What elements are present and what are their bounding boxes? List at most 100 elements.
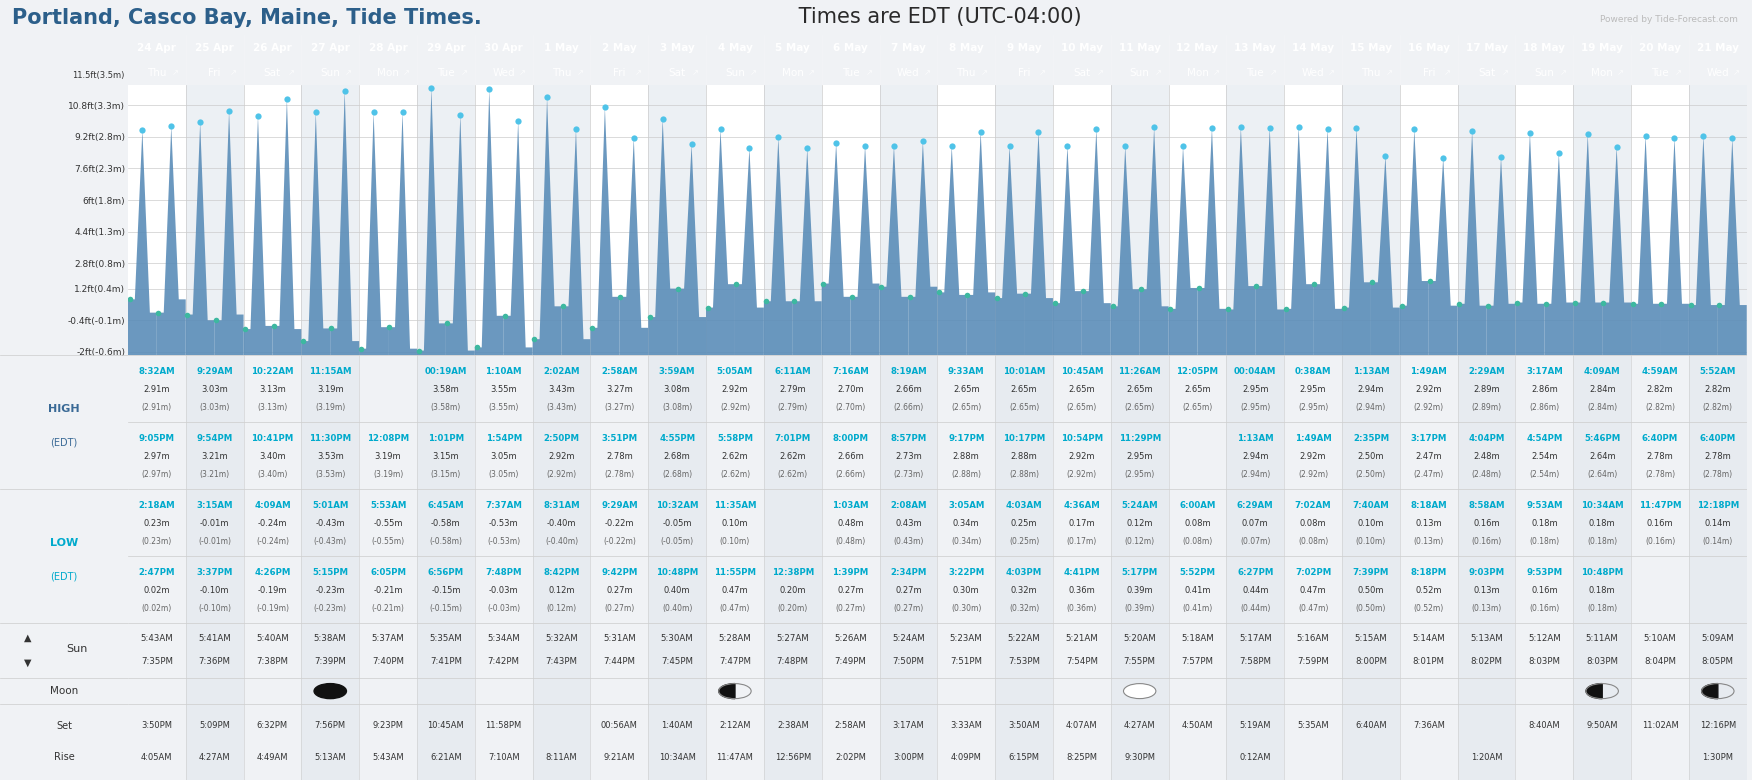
Text: 0.08m: 0.08m xyxy=(1300,519,1326,528)
Text: 6:27PM: 6:27PM xyxy=(1237,568,1274,577)
Text: Thu: Thu xyxy=(147,68,166,77)
Text: 14 May: 14 May xyxy=(1291,43,1335,53)
Text: (3.58m): (3.58m) xyxy=(431,402,461,412)
Text: ↗: ↗ xyxy=(750,68,757,77)
Text: 1:01PM: 1:01PM xyxy=(427,434,464,443)
Text: 29 Apr: 29 Apr xyxy=(426,43,466,53)
Bar xyxy=(533,85,590,355)
Text: 8:11AM: 8:11AM xyxy=(545,753,578,762)
Text: (3.40m): (3.40m) xyxy=(258,470,287,479)
Text: 2.95m: 2.95m xyxy=(1242,385,1268,395)
Circle shape xyxy=(1123,683,1156,699)
Text: 1:03AM: 1:03AM xyxy=(832,502,869,510)
Polygon shape xyxy=(1631,136,1659,355)
Text: 6:11AM: 6:11AM xyxy=(774,367,811,376)
Bar xyxy=(648,85,706,355)
Text: 9:17PM: 9:17PM xyxy=(948,434,985,443)
Bar xyxy=(533,623,590,678)
Text: 2:58AM: 2:58AM xyxy=(601,367,638,376)
Text: 0.08m: 0.08m xyxy=(1184,519,1211,528)
Text: (0.16m): (0.16m) xyxy=(1645,537,1675,546)
Polygon shape xyxy=(1515,133,1545,355)
Bar xyxy=(417,422,475,489)
Text: 3:17AM: 3:17AM xyxy=(892,722,925,730)
Text: 1 May: 1 May xyxy=(545,43,578,53)
Text: 3.03m: 3.03m xyxy=(201,385,228,395)
Text: (2.89m): (2.89m) xyxy=(1472,402,1501,412)
Text: Thu: Thu xyxy=(957,68,976,77)
Text: 5:20AM: 5:20AM xyxy=(1123,634,1156,643)
Text: (0.41m): (0.41m) xyxy=(1183,604,1212,612)
Text: Sun: Sun xyxy=(725,68,745,77)
Text: 8:05PM: 8:05PM xyxy=(1701,657,1734,666)
Text: (2.62m): (2.62m) xyxy=(720,470,750,479)
Text: 18 May: 18 May xyxy=(1524,43,1565,53)
Text: ↗: ↗ xyxy=(1328,68,1335,77)
Text: 8:03PM: 8:03PM xyxy=(1528,657,1561,666)
Text: 6:56PM: 6:56PM xyxy=(427,568,464,577)
Text: (2.64m): (2.64m) xyxy=(1587,470,1617,479)
Text: 11:55PM: 11:55PM xyxy=(715,568,755,577)
Text: 1:39PM: 1:39PM xyxy=(832,568,869,577)
Bar xyxy=(533,556,590,623)
Text: (0.43m): (0.43m) xyxy=(894,537,923,546)
Text: (0.13m): (0.13m) xyxy=(1414,537,1444,546)
Text: 2.66m: 2.66m xyxy=(895,385,922,395)
Text: 26 Apr: 26 Apr xyxy=(252,43,293,53)
Text: 6:15PM: 6:15PM xyxy=(1009,753,1039,762)
Text: ↗: ↗ xyxy=(981,68,988,77)
Text: ↗: ↗ xyxy=(519,68,526,77)
Text: 2.91m: 2.91m xyxy=(144,385,170,395)
Bar xyxy=(417,704,475,780)
Text: 7:58PM: 7:58PM xyxy=(1239,657,1272,666)
Text: 3:37PM: 3:37PM xyxy=(196,568,233,577)
Text: 8:00PM: 8:00PM xyxy=(1354,657,1388,666)
Text: 3.08m: 3.08m xyxy=(664,385,690,395)
Text: 2.48m: 2.48m xyxy=(1473,452,1500,461)
Text: 6:40PM: 6:40PM xyxy=(1642,434,1678,443)
Polygon shape xyxy=(1717,138,1747,355)
Text: (0.47m): (0.47m) xyxy=(720,604,750,612)
Text: Mon: Mon xyxy=(1591,68,1614,77)
Text: 5:01AM: 5:01AM xyxy=(312,502,349,510)
Bar xyxy=(186,85,244,355)
Text: ↗: ↗ xyxy=(923,68,930,77)
Text: (2.91m): (2.91m) xyxy=(142,402,172,412)
Text: ↗: ↗ xyxy=(1675,68,1682,77)
Text: 3.21m: 3.21m xyxy=(201,452,228,461)
Text: 4:03PM: 4:03PM xyxy=(1006,568,1042,577)
Text: 8:18AM: 8:18AM xyxy=(1410,502,1447,510)
Text: 20 May: 20 May xyxy=(1640,43,1680,53)
Text: 10:45AM: 10:45AM xyxy=(1060,367,1104,376)
Text: (3.53m): (3.53m) xyxy=(315,470,345,479)
Bar xyxy=(764,489,822,556)
Text: ↗: ↗ xyxy=(345,68,352,77)
Text: 2.92m: 2.92m xyxy=(722,385,748,395)
Text: 2.64m: 2.64m xyxy=(1589,452,1615,461)
Text: (0.14m): (0.14m) xyxy=(1703,537,1733,546)
Text: Tue: Tue xyxy=(1650,68,1670,77)
Text: (3.55m): (3.55m) xyxy=(489,402,519,412)
Text: 5:10AM: 5:10AM xyxy=(1643,634,1677,643)
Text: (0.30m): (0.30m) xyxy=(951,604,981,612)
Bar xyxy=(417,85,475,355)
Text: (2.92m): (2.92m) xyxy=(547,470,576,479)
Text: 2.62m: 2.62m xyxy=(780,452,806,461)
Text: 00:04AM: 00:04AM xyxy=(1233,367,1277,376)
Text: ↗: ↗ xyxy=(1733,68,1740,77)
Text: 12:05PM: 12:05PM xyxy=(1177,367,1218,376)
Text: 8:04PM: 8:04PM xyxy=(1643,657,1677,666)
Text: 2.88m: 2.88m xyxy=(953,452,979,461)
Text: 10:48PM: 10:48PM xyxy=(1580,568,1624,577)
Text: 9 May: 9 May xyxy=(1007,43,1041,53)
Text: 2.92m: 2.92m xyxy=(1300,452,1326,461)
Text: 3.13m: 3.13m xyxy=(259,385,286,395)
Text: 7:47PM: 7:47PM xyxy=(718,657,752,666)
Polygon shape xyxy=(676,144,706,355)
Text: 4:07AM: 4:07AM xyxy=(1065,722,1099,730)
Text: 7:45PM: 7:45PM xyxy=(661,657,694,666)
Polygon shape xyxy=(1486,157,1515,355)
Text: (2.95m): (2.95m) xyxy=(1240,402,1270,412)
Bar xyxy=(1226,704,1284,780)
Bar xyxy=(533,489,590,556)
